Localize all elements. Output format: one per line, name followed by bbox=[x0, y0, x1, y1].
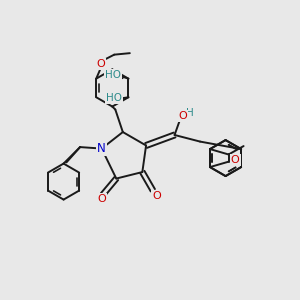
Text: HO: HO bbox=[105, 70, 121, 80]
Text: N: N bbox=[97, 142, 106, 155]
Text: O: O bbox=[152, 190, 161, 201]
Text: O: O bbox=[231, 155, 240, 165]
Text: H: H bbox=[186, 108, 194, 118]
Text: O: O bbox=[96, 59, 105, 69]
Text: HO: HO bbox=[106, 93, 122, 103]
Text: O: O bbox=[178, 111, 187, 121]
Text: O: O bbox=[97, 194, 106, 204]
